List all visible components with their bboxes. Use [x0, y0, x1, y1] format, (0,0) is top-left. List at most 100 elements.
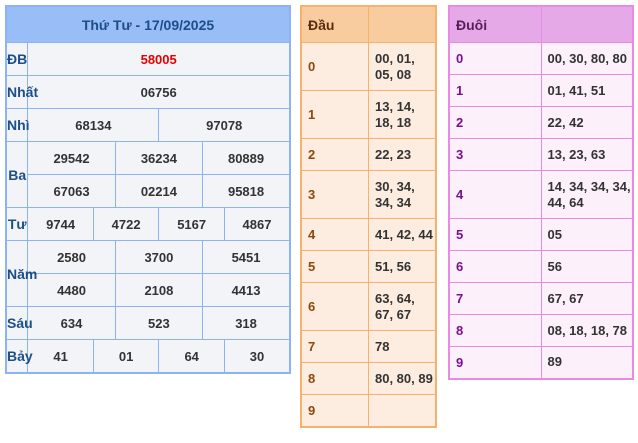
digit: 3 — [448, 138, 542, 171]
prize-value: 5451 — [202, 240, 291, 274]
dau-row: 7 78 — [300, 330, 437, 363]
digit: 5 — [448, 218, 542, 251]
digit: 7 — [300, 330, 369, 363]
prize-value: 634 — [27, 306, 116, 340]
duoi-row: 9 89 — [448, 346, 634, 379]
prize-label: Ba — [5, 141, 29, 208]
dau-row: 0 00, 01, 05, 08 — [300, 42, 437, 91]
row-tu: Tư 9744 4722 5167 4867 — [5, 207, 291, 241]
prize-label: Sáu — [5, 306, 33, 340]
numbers: 89 — [540, 346, 634, 379]
numbers: 05 — [540, 218, 634, 251]
row-nam: Năm 2580 3700 5451 — [5, 240, 291, 307]
duoi-header-blank — [540, 5, 634, 43]
duoi-row: 6 56 — [448, 250, 634, 283]
digit: 7 — [448, 282, 542, 315]
prize-label: Tư — [5, 207, 29, 241]
prize-label: Nhất — [5, 75, 38, 109]
digit: 4 — [448, 170, 542, 219]
dau-row: 6 63, 64, 67, 67 — [300, 282, 437, 331]
numbers: 67, 67 — [540, 282, 634, 315]
special-prize: 58005 — [27, 42, 291, 76]
digit: 5 — [300, 250, 369, 283]
digit: 3 — [300, 170, 369, 219]
prize-value: 2580 — [27, 240, 116, 274]
prize-label: Bảy — [5, 339, 33, 374]
row-nhat: Nhất 06756 — [5, 75, 291, 109]
prize-value: 29542 — [27, 141, 116, 175]
duoi-row: 4 14, 34, 34, 34, 44, 64 — [448, 170, 634, 219]
digit: 8 — [448, 314, 542, 347]
prize-value: 01 — [92, 339, 160, 374]
results-table: Thứ Tư - 17/09/2025 ĐB 58005 Nhất 06756 Nh… — [5, 5, 291, 374]
prize-value: 318 — [202, 306, 291, 340]
digit: 8 — [300, 362, 369, 395]
row-bay: Bảy 41 01 64 30 — [5, 339, 291, 374]
numbers: 00, 30, 80, 80 — [540, 42, 634, 75]
digit: 1 — [448, 74, 542, 107]
prize-value: 30 — [223, 339, 291, 374]
prize-value: 97078 — [158, 108, 291, 142]
dau-row: 9 — [300, 394, 437, 427]
row-db: ĐB 58005 — [5, 42, 291, 76]
row-ba: Ba 29542 36234 80889 — [5, 141, 291, 208]
numbers: 78 — [368, 330, 437, 363]
dau-row: 4 41, 42, 44 — [300, 218, 437, 251]
prize-value: 06756 — [27, 75, 291, 109]
dau-header-blank — [368, 5, 437, 43]
duoi-row: 7 67, 67 — [448, 282, 634, 315]
dau-row: 2 22, 23 — [300, 138, 437, 171]
prize-value: 64 — [158, 339, 225, 374]
digit: 6 — [448, 250, 542, 283]
prize-value: 5167 — [158, 207, 225, 241]
numbers: 13, 23, 63 — [540, 138, 634, 171]
numbers: 01, 41, 51 — [540, 74, 634, 107]
head-digit-table: Đầu 0 00, 01, 05, 08 1 13, 14, 18, 18 2 22, 23… — [300, 5, 437, 428]
prize-value: 4480 — [27, 273, 116, 307]
prize-label: Năm — [5, 240, 37, 307]
prize-value: 3700 — [114, 240, 204, 274]
digit: 0 — [448, 42, 542, 75]
prize-value: 41 — [27, 339, 94, 374]
numbers: 14, 34, 34, 34, 44, 64 — [540, 170, 634, 219]
digit: 2 — [300, 138, 369, 171]
numbers: 22, 23 — [368, 138, 437, 171]
numbers: 13, 14, 18, 18 — [368, 90, 437, 139]
digit: 9 — [300, 394, 369, 427]
prize-value: 36234 — [114, 141, 204, 175]
digit: 6 — [300, 282, 369, 331]
numbers: 41, 42, 44 — [368, 218, 437, 251]
prize-value: 95818 — [202, 174, 291, 208]
numbers: 30, 34, 34, 34 — [368, 170, 437, 219]
prize-value: 02214 — [114, 174, 204, 208]
duoi-row: 3 13, 23, 63 — [448, 138, 634, 171]
row-sau: Sáu 634 523 318 — [5, 306, 291, 340]
prize-value: 2108 — [114, 273, 204, 307]
prize-value: 4867 — [223, 207, 291, 241]
numbers — [368, 394, 437, 427]
prize-value: 9744 — [27, 207, 94, 241]
numbers: 22, 42 — [540, 106, 634, 139]
prize-label: Nhì — [5, 108, 30, 142]
duoi-row: 5 05 — [448, 218, 634, 251]
row-nhi: Nhì 68134 97078 — [5, 108, 291, 142]
duoi-row: 1 01, 41, 51 — [448, 74, 634, 107]
dau-header: Đầu — [300, 5, 369, 43]
duoi-row: 2 22, 42 — [448, 106, 634, 139]
dau-row: 8 80, 80, 89 — [300, 362, 437, 395]
duoi-row: 8 08, 18, 18, 78 — [448, 314, 634, 347]
digit: 1 — [300, 90, 369, 139]
prize-value: 523 — [114, 306, 204, 340]
results-title: Thứ Tư - 17/09/2025 — [5, 5, 291, 43]
numbers: 51, 56 — [368, 250, 437, 283]
prize-value: 68134 — [27, 108, 160, 142]
digit: 0 — [300, 42, 369, 91]
duoi-header: Đuôi — [448, 5, 542, 43]
numbers: 08, 18, 18, 78 — [540, 314, 634, 347]
duoi-row: 0 00, 30, 80, 80 — [448, 42, 634, 75]
prize-value: 67063 — [27, 174, 116, 208]
prize-value: 4413 — [202, 273, 291, 307]
numbers: 63, 64, 67, 67 — [368, 282, 437, 331]
tail-digit-table: Đuôi 0 00, 30, 80, 80 1 01, 41, 51 2 22, 42 3 13… — [448, 5, 634, 380]
numbers: 00, 01, 05, 08 — [368, 42, 437, 91]
